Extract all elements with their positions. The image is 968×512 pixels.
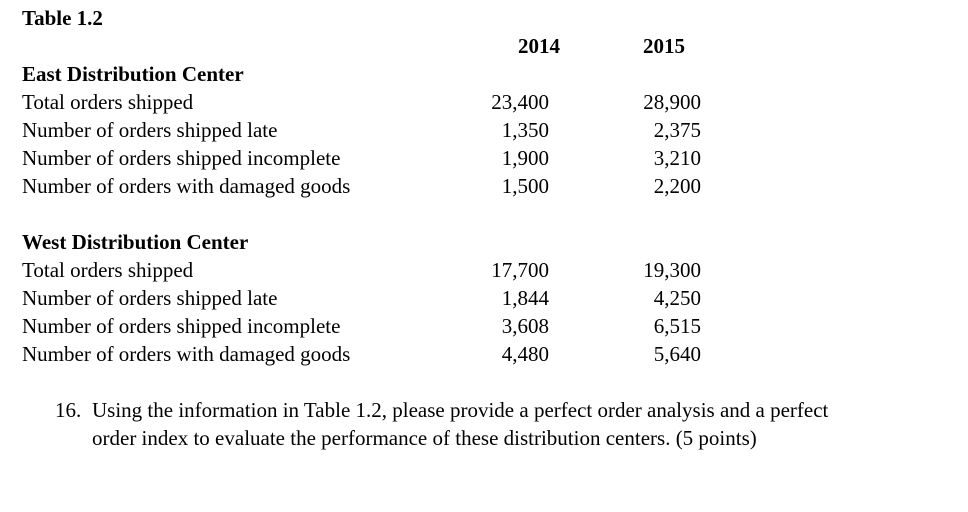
section-header-east: East Distribution Center [22,60,701,88]
year-header-2014: 2014 [518,34,560,58]
value-2014: 1,350 [501,118,549,142]
value-2015: 5,640 [653,342,701,366]
value-2015: 6,515 [653,314,701,338]
table-row: Number of orders shipped incomplete 3,60… [22,312,701,340]
empty-header-cell [22,32,480,60]
row-label: Number of orders shipped late [22,286,278,310]
row-label: Total orders shipped [22,258,194,282]
spacer-row [22,200,701,228]
value-2015: 2,200 [653,174,701,198]
table-row: Number of orders shipped late 1,350 2,37… [22,116,701,144]
value-2015: 3,210 [653,146,701,170]
value-2015: 4,250 [653,286,701,310]
row-label: Total orders shipped [22,90,194,114]
document-page: Table 1.2 2014 2015 East Distribution Ce… [22,6,968,452]
value-2014: 3,608 [501,314,549,338]
question-line-1: Using the information in Table 1.2, plea… [92,398,829,422]
table-row: Number of orders with damaged goods 4,48… [22,340,701,368]
value-2014: 1,900 [501,146,549,170]
question-number: 16. [55,398,82,422]
section-header-west: West Distribution Center [22,228,701,256]
row-label: Number of orders with damaged goods [22,342,351,366]
value-2015: 28,900 [643,90,701,114]
table-title: Table 1.2 [22,6,103,30]
table-row: Number of orders shipped incomplete 1,90… [22,144,701,172]
section-title: West Distribution Center [22,230,249,254]
row-label: Number of orders shipped incomplete [22,146,341,170]
table-row: Total orders shipped 23,400 28,900 [22,88,701,116]
question-line-2: order index to evaluate the performance … [92,426,757,450]
section-title: East Distribution Center [22,62,244,86]
value-2014: 1,844 [501,286,549,310]
row-label: Number of orders shipped incomplete [22,314,341,338]
question: 16. Using the information in Table 1.2, … [55,396,968,452]
table-row: Number of orders shipped late 1,844 4,25… [22,284,701,312]
table-row: Total orders shipped 17,700 19,300 [22,256,701,284]
year-header-2015: 2015 [643,34,685,58]
year-header-row: 2014 2015 [22,32,701,60]
row-label: Number of orders shipped late [22,118,278,142]
data-table: 2014 2015 East Distribution Center Total… [22,32,701,368]
question-text: Using the information in Table 1.2, plea… [92,396,954,452]
value-2014: 1,500 [501,174,549,198]
row-label: Number of orders with damaged goods [22,174,351,198]
table-row: Number of orders with damaged goods 1,50… [22,172,701,200]
value-2015: 2,375 [653,118,701,142]
value-2014: 17,700 [491,258,549,282]
value-2014: 23,400 [491,90,549,114]
value-2014: 4,480 [501,342,549,366]
value-2015: 19,300 [643,258,701,282]
